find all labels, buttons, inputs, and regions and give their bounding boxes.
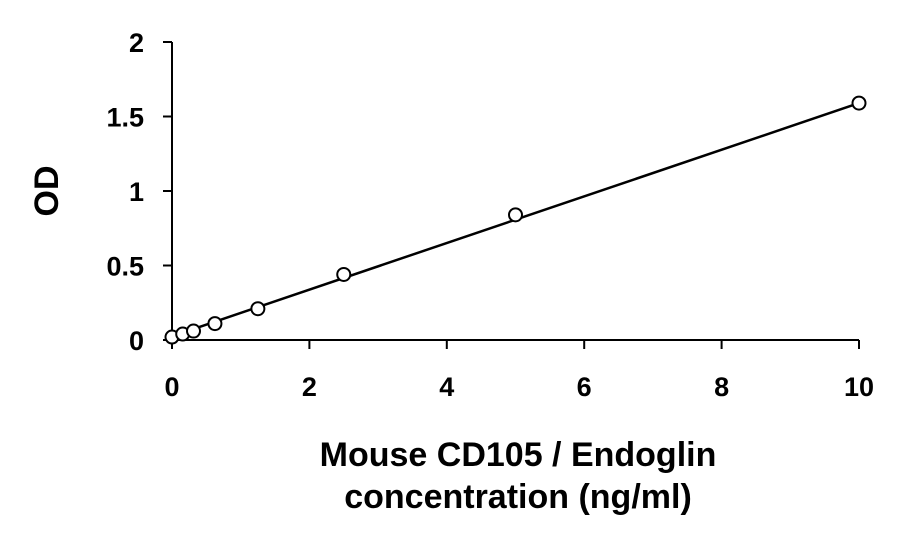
y-axis-title: OD <box>28 166 66 217</box>
y-tick-label: 2 <box>129 28 144 58</box>
data-point <box>186 323 202 339</box>
y-tick-label: 0.5 <box>106 252 144 282</box>
axes <box>163 41 860 349</box>
data-point <box>336 266 352 282</box>
x-tick-label: 2 <box>302 372 317 402</box>
x-tick-label: 10 <box>844 372 874 402</box>
data-point <box>250 301 266 317</box>
x-tick-label: 8 <box>714 372 729 402</box>
data-point <box>207 316 223 332</box>
data-point <box>851 95 867 111</box>
x-tick-label: 0 <box>164 372 179 402</box>
data-point <box>508 207 523 223</box>
y-tick-labels: 0 0.5 1 1.5 2 <box>106 28 144 356</box>
x-axis-title-line-2: concentration (ng/ml) <box>344 478 692 516</box>
x-tick-label: 6 <box>577 372 592 402</box>
x-axis-title-line-1: Mouse CD105 / Endoglin <box>320 436 717 474</box>
y-tick-label: 0 <box>129 326 144 356</box>
x-tick-label: 4 <box>439 372 454 402</box>
y-tick-label: 1 <box>129 177 144 207</box>
y-tick-label: 1.5 <box>106 103 144 133</box>
x-tick-labels: 0 2 4 6 8 10 <box>164 372 874 402</box>
data-points <box>164 95 867 345</box>
